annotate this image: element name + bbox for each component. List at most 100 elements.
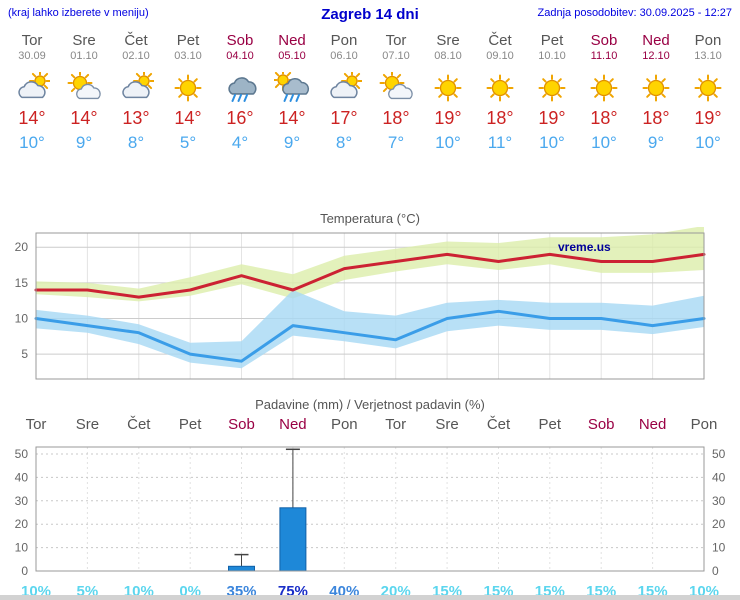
sun-cloud-icon bbox=[58, 72, 110, 106]
day-column[interactable]: Sre 08.10 19° 10° bbox=[422, 28, 474, 153]
temp-max: 18° bbox=[590, 108, 618, 128]
svg-text:20: 20 bbox=[15, 240, 29, 254]
day-name: Tor bbox=[21, 32, 43, 49]
page-header: (kraj lahko izberete v meniju) Zagreb 14… bbox=[0, 0, 740, 26]
sun-icon bbox=[578, 72, 630, 106]
cloud-sun-icon bbox=[6, 72, 58, 106]
day-date: 11.10 bbox=[590, 50, 618, 62]
last-update: Zadnja posodobitev: 30.09.2025 - 12:27 bbox=[537, 7, 732, 19]
day-name: Pon bbox=[694, 32, 722, 49]
temp-min: 9° bbox=[75, 133, 93, 152]
precipitation-chart-section: Padavine (mm) / Verjetnost padavin (%) T… bbox=[0, 397, 740, 600]
chart-day-label: Ned bbox=[638, 416, 667, 433]
day-name: Sre bbox=[72, 32, 96, 49]
svg-text:50: 50 bbox=[15, 447, 29, 461]
day-name: Čet bbox=[124, 32, 148, 49]
svg-text:0: 0 bbox=[21, 564, 28, 578]
day-column[interactable]: Ned 12.10 18° 9° bbox=[630, 28, 682, 153]
day-column[interactable]: Tor 07.10 18° 7° bbox=[370, 28, 422, 153]
day-column[interactable]: Sob 11.10 18° 10° bbox=[578, 28, 630, 153]
temp-min: 4° bbox=[231, 133, 249, 152]
temp-min: 10° bbox=[591, 133, 617, 152]
cloud-sun-icon bbox=[318, 72, 370, 106]
temp-min: 11° bbox=[487, 133, 513, 152]
day-column[interactable]: Pon 13.10 19° 10° bbox=[682, 28, 734, 153]
temp-min: 8° bbox=[127, 133, 145, 152]
temp-min: 10° bbox=[695, 133, 721, 152]
day-column[interactable]: Pon 06.10 17° 8° bbox=[318, 28, 370, 153]
temperature-chart-svg: 5 10 15 20 vreme.us bbox=[15, 227, 706, 380]
chart-day-label: Čet bbox=[127, 416, 151, 433]
day-name: Pon bbox=[330, 32, 358, 49]
svg-text:30: 30 bbox=[712, 494, 726, 508]
day-date: 10.10 bbox=[538, 50, 566, 62]
day-date: 02.10 bbox=[122, 50, 150, 62]
day-date: 12.10 bbox=[642, 50, 670, 62]
day-column[interactable]: Pet 03.10 14° 5° bbox=[162, 28, 214, 153]
svg-text:15: 15 bbox=[15, 276, 29, 290]
svg-text:0: 0 bbox=[712, 564, 719, 578]
chart-day-label: Sob bbox=[228, 416, 255, 433]
forecast-strip: Tor 30.09 14° 10° Sre 01.10 14° 9° Čet 0… bbox=[0, 26, 740, 153]
day-column[interactable]: Sre 01.10 14° 9° bbox=[58, 28, 110, 153]
sun-cloud-icon bbox=[370, 72, 422, 106]
chart-day-label: Sre bbox=[75, 416, 100, 433]
watermark: vreme.us bbox=[558, 240, 611, 254]
day-column[interactable]: Sob 04.10 16° 4° bbox=[214, 28, 266, 153]
day-column[interactable]: Tor 30.09 14° 10° bbox=[6, 28, 58, 153]
temp-max: 18° bbox=[642, 108, 670, 128]
svg-text:10: 10 bbox=[15, 312, 29, 326]
temp-min: 10° bbox=[19, 133, 45, 152]
chart-day-label: Sre bbox=[435, 416, 459, 433]
day-date: 03.10 bbox=[174, 50, 202, 62]
day-column[interactable]: Ned 05.10 14° 9° bbox=[266, 28, 318, 153]
chart-day-label: Pet bbox=[538, 416, 562, 433]
temp-max: 16° bbox=[226, 108, 254, 128]
temp-min: 9° bbox=[283, 133, 301, 152]
day-name: Čet bbox=[488, 32, 512, 49]
day-date: 08.10 bbox=[434, 50, 462, 62]
precipitation-chart-svg: 0 0 10 10 20 20 30 30 40 40 50 50 bbox=[15, 446, 726, 578]
day-date: 30.09 bbox=[18, 50, 46, 62]
day-name: Sob bbox=[226, 32, 254, 49]
cloud-sun-icon bbox=[110, 72, 162, 106]
footer-bar bbox=[0, 595, 740, 600]
day-date: 09.10 bbox=[486, 50, 514, 62]
sun-icon bbox=[162, 72, 214, 106]
svg-text:10: 10 bbox=[712, 541, 726, 555]
day-column[interactable]: Čet 09.10 18° 11° bbox=[474, 28, 526, 153]
temp-min: 8° bbox=[335, 133, 353, 152]
temp-max: 14° bbox=[278, 108, 306, 128]
svg-text:5: 5 bbox=[21, 347, 28, 361]
svg-text:10: 10 bbox=[15, 541, 29, 555]
day-column[interactable]: Čet 02.10 13° 8° bbox=[110, 28, 162, 153]
location-hint: (kraj lahko izberete v meniju) bbox=[8, 7, 149, 19]
precipitation-chart-title: Padavine (mm) / Verjetnost padavin (%) bbox=[255, 397, 485, 412]
temp-max: 19° bbox=[694, 108, 722, 128]
svg-text:20: 20 bbox=[15, 517, 29, 531]
day-name: Pet bbox=[540, 32, 564, 49]
sun-icon bbox=[526, 72, 578, 106]
rain-sun-icon bbox=[266, 72, 318, 106]
sun-icon bbox=[630, 72, 682, 106]
temp-max: 19° bbox=[434, 108, 462, 128]
day-name: Sob bbox=[590, 32, 618, 49]
sun-icon bbox=[682, 72, 734, 106]
rain-icon bbox=[214, 72, 266, 106]
precip-day-labels: Tor Sre Čet Pet Sob Ned Pon Tor Sre Čet Pet Sob Ned P… bbox=[0, 413, 740, 437]
day-name: Ned bbox=[642, 32, 670, 49]
day-date: 04.10 bbox=[226, 50, 254, 62]
chart-day-label: Sob bbox=[587, 416, 615, 433]
day-date: 05.10 bbox=[278, 50, 306, 62]
temperature-chart-section: Temperatura (°C) 5 10 15 20 vreme.us bbox=[0, 211, 740, 387]
temperature-chart-title: Temperatura (°C) bbox=[320, 211, 420, 226]
temp-max: 18° bbox=[382, 108, 410, 128]
day-date: 06.10 bbox=[330, 50, 358, 62]
chart-day-label: Pon bbox=[690, 416, 718, 433]
day-name: Pet bbox=[176, 32, 200, 49]
temp-max: 17° bbox=[330, 108, 358, 128]
temp-max: 13° bbox=[122, 108, 150, 128]
day-column[interactable]: Pet 10.10 19° 10° bbox=[526, 28, 578, 153]
svg-text:40: 40 bbox=[712, 470, 726, 484]
temp-max: 14° bbox=[174, 108, 202, 128]
